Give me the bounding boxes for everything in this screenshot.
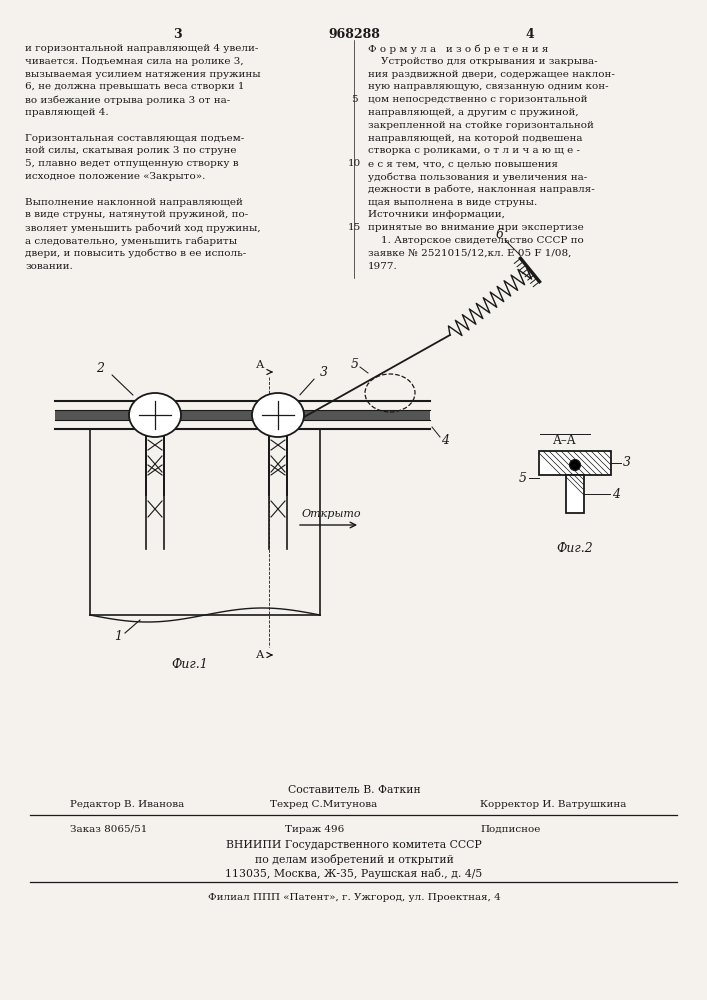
- Text: зволяет уменьшить рабочий ход пружины,: зволяет уменьшить рабочий ход пружины,: [25, 223, 261, 233]
- Text: 5: 5: [519, 472, 527, 485]
- Text: а следовательно, уменьшить габариты: а следовательно, уменьшить габариты: [25, 236, 237, 245]
- Text: Филиал ППП «Патент», г. Ужгород, ул. Проектная, 4: Филиал ППП «Патент», г. Ужгород, ул. Про…: [208, 893, 501, 902]
- Text: ВНИИПИ Государственного комитета СССР: ВНИИПИ Государственного комитета СССР: [226, 840, 482, 850]
- Text: 15: 15: [347, 223, 361, 232]
- Ellipse shape: [252, 393, 304, 437]
- Text: Тираж 496: Тираж 496: [285, 825, 344, 834]
- Text: Техред С.Митунова: Техред С.Митунова: [270, 800, 378, 809]
- Text: А–А: А–А: [553, 434, 577, 446]
- Text: принятые во внимание при экспертизе: принятые во внимание при экспертизе: [368, 223, 584, 232]
- Text: Фиг.2: Фиг.2: [556, 542, 593, 554]
- Text: 5: 5: [351, 95, 357, 104]
- Text: 1977.: 1977.: [368, 262, 398, 271]
- Text: 5, плавно ведет отпущенную створку в: 5, плавно ведет отпущенную створку в: [25, 159, 239, 168]
- Text: вызываемая усилием натяжения пружины: вызываемая усилием натяжения пружины: [25, 70, 261, 79]
- Text: во избежание отрыва ролика 3 от на-: во избежание отрыва ролика 3 от на-: [25, 95, 230, 105]
- Text: Подписное: Подписное: [480, 825, 540, 834]
- Text: 5: 5: [351, 359, 359, 371]
- Text: 4: 4: [441, 434, 449, 446]
- Bar: [539, 451, 611, 475]
- Text: 968288: 968288: [328, 28, 380, 41]
- Text: правляющей 4.: правляющей 4.: [25, 108, 109, 117]
- Text: исходное положение «Закрыто».: исходное положение «Закрыто».: [25, 172, 205, 181]
- Text: ную направляющую, связанную одним кон-: ную направляющую, связанную одним кон-: [368, 82, 609, 91]
- Text: закрепленной на стойке горизонтальной: закрепленной на стойке горизонтальной: [368, 121, 594, 130]
- Bar: [566, 475, 584, 513]
- Text: Устройство для открывания и закрыва-: Устройство для открывания и закрыва-: [368, 57, 597, 66]
- Circle shape: [570, 460, 580, 471]
- Text: 6: 6: [496, 229, 504, 241]
- Text: Ф о р м у л а   и з о б р е т е н и я: Ф о р м у л а и з о б р е т е н и я: [368, 44, 549, 53]
- Text: зовании.: зовании.: [25, 262, 73, 271]
- Text: чивается. Подъемная сила на ролике 3,: чивается. Подъемная сила на ролике 3,: [25, 57, 244, 66]
- Text: 1: 1: [114, 631, 122, 644]
- Text: Заказ 8065/51: Заказ 8065/51: [70, 825, 147, 834]
- Text: Горизонтальная составляющая подъем-: Горизонтальная составляющая подъем-: [25, 134, 244, 143]
- Text: заявке № 2521015/12,кл. Е 05 F 1/08,: заявке № 2521015/12,кл. Е 05 F 1/08,: [368, 249, 571, 258]
- Text: цом непосредственно с горизонтальной: цом непосредственно с горизонтальной: [368, 95, 588, 104]
- Text: 1. Авторское свидетельство СССР по: 1. Авторское свидетельство СССР по: [368, 236, 584, 245]
- Text: ния раздвижной двери, содержащее наклон-: ния раздвижной двери, содержащее наклон-: [368, 70, 615, 79]
- Bar: [55, 410, 430, 420]
- Text: створка с роликами, о т л и ч а ю щ е -: створка с роликами, о т л и ч а ю щ е -: [368, 146, 580, 155]
- Text: направляющей, на которой подвешена: направляющей, на которой подвешена: [368, 134, 583, 143]
- Text: 2: 2: [96, 362, 104, 375]
- Text: Корректор И. Ватрушкина: Корректор И. Ватрушкина: [480, 800, 626, 809]
- Text: 113035, Москва, Ж-35, Раушская наб., д. 4/5: 113035, Москва, Ж-35, Раушская наб., д. …: [226, 868, 483, 879]
- Ellipse shape: [129, 393, 181, 437]
- Text: 3: 3: [173, 28, 181, 41]
- Text: двери, и повысить удобство в ее исполь-: двери, и повысить удобство в ее исполь-: [25, 249, 246, 258]
- Text: по делам изобретений и открытий: по делам изобретений и открытий: [255, 854, 453, 865]
- Text: 4: 4: [525, 28, 534, 41]
- Text: А: А: [256, 360, 264, 370]
- Text: в виде струны, натянутой пружиной, по-: в виде струны, натянутой пружиной, по-: [25, 210, 248, 219]
- Text: удобства пользования и увеличения на-: удобства пользования и увеличения на-: [368, 172, 588, 182]
- Text: ной силы, скатывая ролик 3 по струне: ной силы, скатывая ролик 3 по струне: [25, 146, 237, 155]
- Text: дежности в работе, наклонная направля-: дежности в работе, наклонная направля-: [368, 185, 595, 194]
- Text: 3: 3: [623, 456, 631, 470]
- Text: Открыто: Открыто: [302, 509, 361, 519]
- Text: А: А: [256, 650, 264, 660]
- Text: щая выполнена в виде струны.: щая выполнена в виде струны.: [368, 198, 537, 207]
- Text: направляющей, а другим с пружиной,: направляющей, а другим с пружиной,: [368, 108, 578, 117]
- Text: и горизонтальной направляющей 4 увели-: и горизонтальной направляющей 4 увели-: [25, 44, 258, 53]
- Text: 10: 10: [347, 159, 361, 168]
- Text: Фиг.1: Фиг.1: [172, 658, 209, 672]
- Text: Выполнение наклонной направляющей: Выполнение наклонной направляющей: [25, 198, 243, 207]
- Text: 4: 4: [612, 488, 620, 500]
- Text: Источники информации,: Источники информации,: [368, 210, 505, 219]
- Text: е с я тем, что, с целью повышения: е с я тем, что, с целью повышения: [368, 159, 558, 168]
- Text: Редактор В. Иванова: Редактор В. Иванова: [70, 800, 185, 809]
- Text: 3: 3: [320, 366, 328, 379]
- Text: Составитель В. Фаткин: Составитель В. Фаткин: [288, 785, 421, 795]
- Text: 6, не должна превышать веса створки 1: 6, не должна превышать веса створки 1: [25, 82, 245, 91]
